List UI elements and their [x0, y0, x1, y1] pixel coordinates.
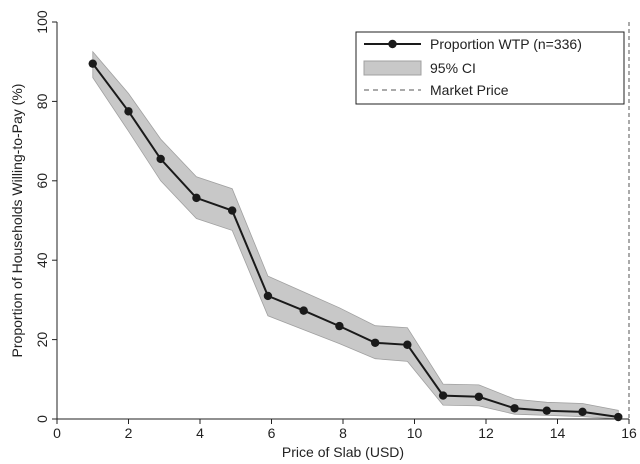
data-point	[614, 412, 623, 422]
x-tick-label: 8	[339, 425, 347, 441]
x-tick-label: 0	[53, 425, 61, 441]
data-point	[124, 107, 133, 116]
x-tick-label: 4	[196, 425, 204, 441]
plot-area	[88, 22, 630, 422]
legend: Proportion WTP (n=336) 95% CI Market Pri…	[355, 31, 625, 105]
x-tick-label: 14	[550, 425, 566, 441]
legend-entry-ci: 95% CI	[430, 60, 476, 76]
data-point	[156, 154, 165, 164]
legend-swatch-ci	[363, 60, 422, 76]
y-tick-label: 0	[34, 415, 50, 423]
y-tick-label: 20	[34, 332, 50, 348]
x-tick-label: 12	[478, 425, 494, 441]
x-tick-label: 16	[621, 425, 637, 441]
legend-entry-market-price: Market Price	[430, 82, 509, 98]
ci-band	[92, 50, 619, 420]
y-tick-label: 100	[34, 10, 50, 34]
data-point	[192, 193, 201, 203]
data-point	[403, 340, 412, 349]
axes: 0 2 4 6 8 10 12 14 16 0 20 40 60 80 100	[34, 10, 637, 441]
data-point	[510, 404, 519, 413]
series-line-0	[92, 63, 619, 418]
data-point	[299, 306, 308, 315]
data-point	[227, 206, 237, 215]
data-point	[474, 392, 484, 401]
y-tick-label: 40	[34, 252, 50, 268]
data-point	[578, 407, 587, 417]
data-point	[335, 321, 344, 331]
x-tick-label: 2	[125, 425, 133, 441]
x-tick-label: 10	[407, 425, 423, 441]
y-tick-label: 80	[34, 93, 50, 109]
data-point	[263, 291, 273, 301]
x-tick-label: 6	[268, 425, 276, 441]
legend-swatch-marker	[388, 39, 397, 49]
legend-entry-wtp: Proportion WTP (n=336)	[430, 36, 582, 52]
data-point	[370, 338, 380, 347]
data-point	[438, 391, 448, 400]
y-tick-label: 60	[34, 173, 50, 189]
data-point	[88, 59, 97, 68]
y-axis-title: Proportion of Households Willing-to-Pay …	[9, 84, 25, 358]
data-point	[542, 406, 551, 415]
x-axis-title: Price of Slab (USD)	[282, 444, 404, 460]
